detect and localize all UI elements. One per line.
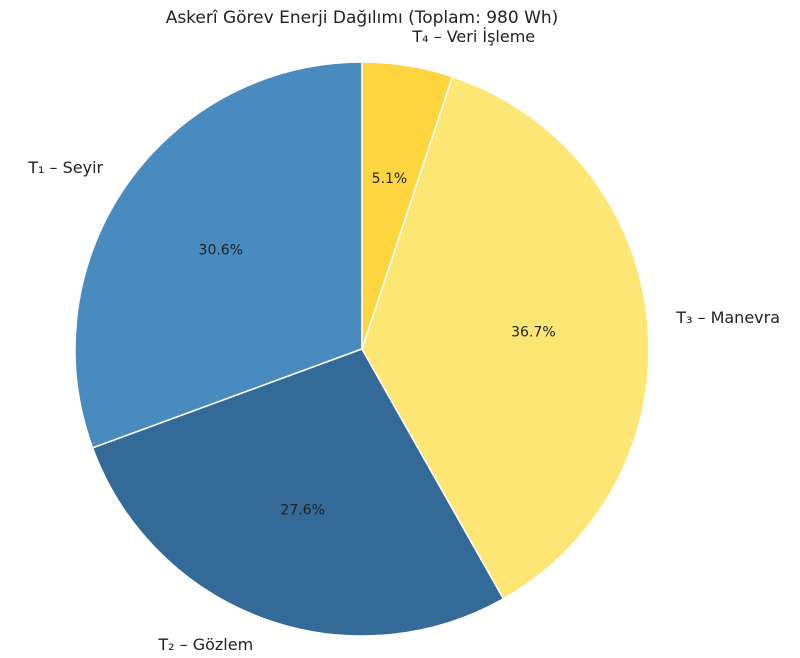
pie-slice	[91, 348, 505, 637]
percent-label: 36.7%	[511, 324, 555, 340]
chart-title: Askerî Görev Enerji Dağılımı (Toplam: 98…	[166, 8, 559, 28]
percent-label: 27.6%	[280, 503, 324, 519]
pie-slice	[361, 61, 454, 350]
slice-label: T₁ – Seyir	[27, 158, 103, 177]
pie-slice	[74, 61, 363, 449]
percent-label: 5.1%	[372, 171, 408, 187]
slice-label: T₄ – Veri İşleme	[411, 27, 535, 46]
slice-label: T₂ – Gözlem	[157, 635, 253, 654]
pie-slice	[361, 75, 650, 600]
slice-label: T₃ – Manevra	[675, 308, 780, 327]
percent-label: 30.6%	[199, 242, 243, 258]
